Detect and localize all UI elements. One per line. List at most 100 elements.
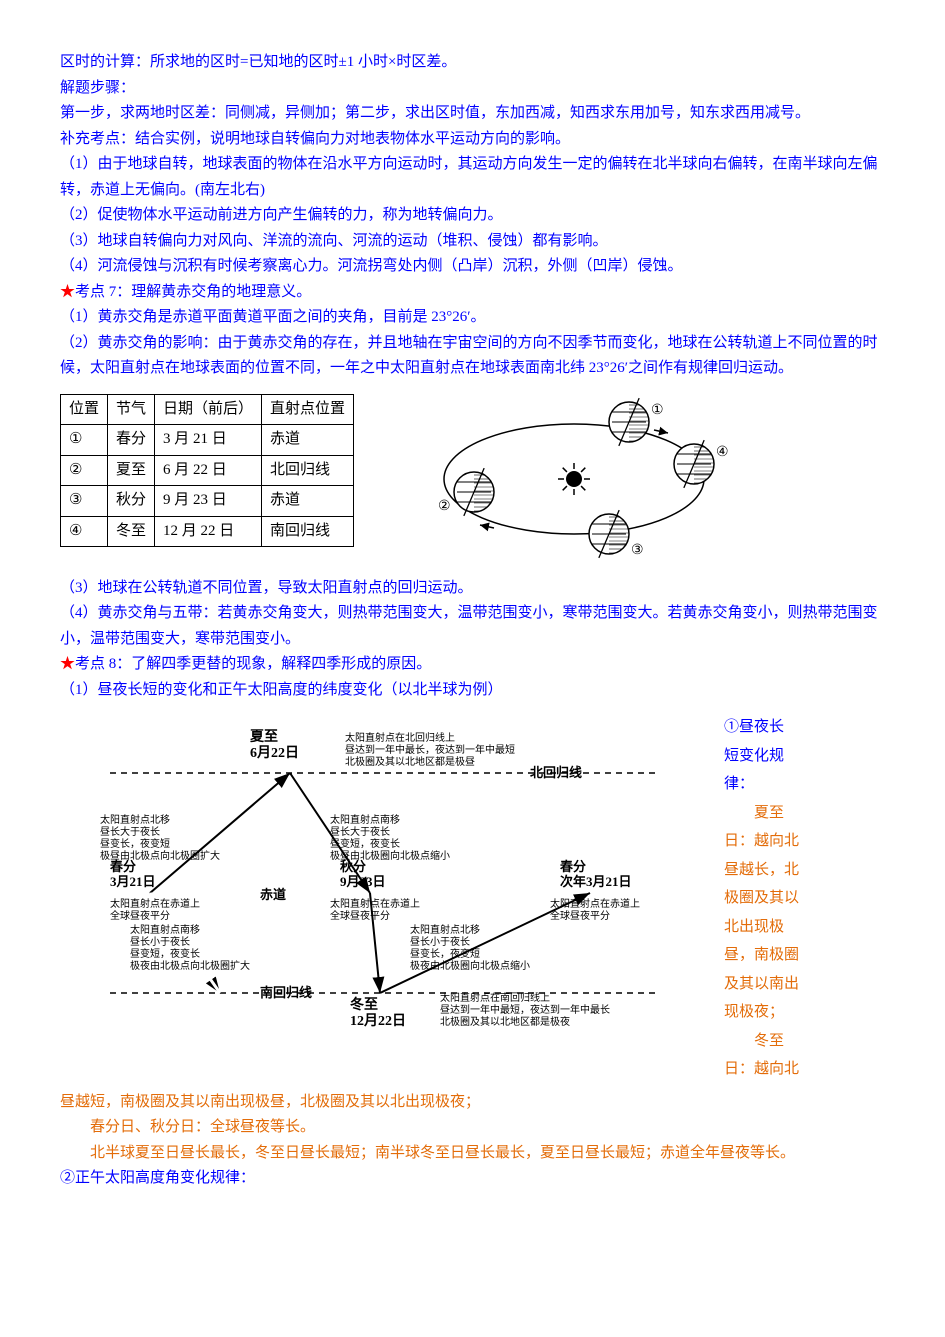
side-note-line: 北出现极	[724, 913, 804, 942]
table-cell: 南回归线	[262, 516, 354, 547]
keypoint-title: 考点 8：了解四季更替的现象，解释四季形成的原因。	[75, 656, 431, 672]
table-header-cell: 位置	[61, 394, 108, 425]
table-cell: 秋分	[108, 486, 155, 517]
table-and-diagram-row: 位置节气日期（前后）直射点位置 ①春分3 月 21 日赤道②夏至6 月 22 日…	[60, 394, 885, 564]
side-note-line: 昼越长，北	[724, 856, 804, 885]
side-note-line: 短变化规	[724, 742, 804, 771]
svg-text:全球昼夜平分: 全球昼夜平分	[330, 909, 390, 922]
svg-text:6月22日: 6月22日	[250, 745, 299, 761]
solar-terms-table: 位置节气日期（前后）直射点位置 ①春分3 月 21 日赤道②夏至6 月 22 日…	[60, 394, 354, 548]
table-cell: 夏至	[108, 455, 155, 486]
side-note-line: 夏至	[724, 799, 804, 828]
table-row: ④冬至12 月 22 日南回归线	[61, 516, 354, 547]
svg-text:④: ④	[716, 445, 729, 460]
text-line: 补充考点：结合实例，说明地球自转偏向力对地表物体水平运动方向的影响。	[60, 127, 885, 153]
svg-text:全球昼夜平分: 全球昼夜平分	[550, 909, 610, 922]
svg-text:昼变短，夜变长: 昼变短，夜变长	[130, 947, 200, 960]
text-line: 春分日、秋分日：全球昼夜等长。	[60, 1115, 885, 1141]
svg-text:春分: 春分	[559, 859, 586, 874]
table-header-cell: 节气	[108, 394, 155, 425]
text-span: 昼越短，南极圈及其以南出现极昼，北极圈及其以北出现极夜；	[60, 1094, 480, 1110]
text-line: （1）昼夜长短的变化和正午太阳高度的纬度变化（以北半球为例）	[60, 678, 885, 704]
table-row: ③秋分9 月 23 日赤道	[61, 486, 354, 517]
svg-text:昼长小于夜长: 昼长小于夜长	[410, 935, 470, 948]
table-cell: 6 月 22 日	[155, 455, 262, 486]
svg-text:昼变短，夜变长: 昼变短，夜变长	[330, 837, 400, 850]
text-line: （2）黄赤交角的影响：由于黄赤交角的存在，并且地轴在宇宙空间的方向不因季节而变化…	[60, 331, 885, 382]
svg-text:太阳直射点南移: 太阳直射点南移	[330, 813, 400, 826]
side-note-line: 律：	[724, 770, 804, 799]
svg-text:极夜由北极点向北极圈扩大: 极夜由北极点向北极圈扩大	[130, 959, 250, 972]
svg-text:冬至: 冬至	[350, 996, 378, 1013]
side-note-line: 现极夜；	[724, 998, 804, 1027]
text-line: （3）地球自转偏向力对风向、洋流的流向、河流的运动（堆积、侵蚀）都有影响。	[60, 229, 885, 255]
svg-text:全球昼夜平分: 全球昼夜平分	[110, 909, 170, 922]
svg-text:北极圈及其以北地区都是极昼: 北极圈及其以北地区都是极昼	[345, 755, 475, 768]
svg-text:9月23日: 9月23日	[340, 874, 386, 889]
svg-text:赤道: 赤道	[260, 887, 286, 902]
side-notes: ①昼夜长 短变化规 律： 夏至 日：越向北 昼越长，北 极圈及其以 北出现极 昼…	[724, 713, 804, 1084]
svg-text:12月22日: 12月22日	[350, 1013, 406, 1029]
side-note-line: 冬至	[724, 1027, 804, 1056]
side-note-line: 及其以南出	[724, 970, 804, 999]
text-line: （3）地球在公转轨道不同位置，导致太阳直射点的回归运动。	[60, 576, 885, 602]
svg-text:太阳直射点北移: 太阳直射点北移	[410, 923, 480, 936]
svg-text:③: ③	[631, 543, 644, 558]
svg-text:太阳直射点北移: 太阳直射点北移	[100, 813, 170, 826]
text-line: 昼越短，南极圈及其以南出现极昼，北极圈及其以北出现极夜；	[60, 1090, 885, 1116]
table-row: ①春分3 月 21 日赤道	[61, 425, 354, 456]
svg-text:夏至: 夏至	[250, 728, 278, 745]
svg-text:②: ②	[438, 499, 451, 514]
orbit-diagram: ① ② ③ ④	[394, 394, 734, 564]
text-line: ②正午太阳高度角变化规律：	[60, 1166, 885, 1192]
table-cell: 9 月 23 日	[155, 486, 262, 517]
svg-text:太阳直射点在赤道上: 太阳直射点在赤道上	[550, 897, 640, 910]
table-cell: 赤道	[262, 486, 354, 517]
cycle-diagram-row: 北回归线南回归线赤道夏至6月22日太阳直射点在北回归线上昼达到一年中最长，夜达到…	[60, 713, 885, 1084]
table-cell: ②	[61, 455, 108, 486]
text-line: （1）由于地球自转，地球表面的物体在沿水平方向运动时，其运动方向发生一定的偏转在…	[60, 152, 885, 203]
keypoint-heading: ★考点 8：了解四季更替的现象，解释四季形成的原因。	[60, 652, 885, 678]
table-cell: 北回归线	[262, 455, 354, 486]
svg-text:太阳直射点在赤道上: 太阳直射点在赤道上	[110, 897, 200, 910]
star-icon: ★	[60, 656, 75, 672]
svg-text:昼达到一年中最短，夜达到一年中最长: 昼达到一年中最短，夜达到一年中最长	[440, 1003, 610, 1016]
text-line: （4）河流侵蚀与沉积有时候考察离心力。河流拐弯处内侧（凸岸）沉积，外侧（凹岸）侵…	[60, 254, 885, 280]
text-line: （2）促使物体水平运动前进方向产生偏转的力，称为地转偏向力。	[60, 203, 885, 229]
table-cell: ③	[61, 486, 108, 517]
svg-text:极夜由北极圈向北极点缩小: 极夜由北极圈向北极点缩小	[410, 959, 530, 972]
table-cell: 春分	[108, 425, 155, 456]
table-cell: 12 月 22 日	[155, 516, 262, 547]
side-note-line: 昼，南极圈	[724, 941, 804, 970]
svg-text:太阳直射点南移: 太阳直射点南移	[130, 923, 200, 936]
svg-text:极昼由北极点向北极圈扩大: 极昼由北极点向北极圈扩大	[100, 849, 220, 862]
side-note-line: 日：越向北	[724, 827, 804, 856]
table-cell: 冬至	[108, 516, 155, 547]
table-cell: ①	[61, 425, 108, 456]
table-cell: 赤道	[262, 425, 354, 456]
star-icon: ★	[60, 284, 75, 300]
svg-text:北极圈及其以北地区都是极夜: 北极圈及其以北地区都是极夜	[440, 1015, 570, 1028]
table-header-cell: 直射点位置	[262, 394, 354, 425]
text-line: 解题步骤：	[60, 76, 885, 102]
svg-text:北回归线: 北回归线	[530, 765, 582, 780]
svg-text:昼长大于夜长: 昼长大于夜长	[100, 825, 160, 838]
text-line: 北半球夏至日昼长最长，冬至日昼长最短；南半球冬至日昼长最长，夏至日昼长最短；赤道…	[60, 1141, 885, 1167]
table-header-cell: 日期（前后）	[155, 394, 262, 425]
text-line: （4）黄赤交角与五带：若黄赤交角变大，则热带范围变大，温带范围变小，寒带范围变大…	[60, 601, 885, 652]
svg-text:昼变长，夜变短: 昼变长，夜变短	[100, 837, 170, 850]
side-note-line: 日：越向北	[724, 1055, 804, 1084]
svg-text:太阳直射点在北回归线上: 太阳直射点在北回归线上	[345, 731, 455, 744]
side-note-line: ①昼夜长	[724, 713, 804, 742]
text-span: 春分日、秋分日：全球昼夜等长。	[90, 1119, 315, 1135]
svg-text:太阳直射点在南回归线上: 太阳直射点在南回归线上	[440, 991, 550, 1004]
svg-text:太阳直射点在赤道上: 太阳直射点在赤道上	[330, 897, 420, 910]
text-line: （1）黄赤交角是赤道平面黄道平面之间的夹角，目前是 23°26′。	[60, 305, 885, 331]
svg-text:①: ①	[651, 403, 664, 418]
svg-text:3月21日: 3月21日	[110, 874, 156, 889]
svg-text:极昼由北极圈向北极点缩小: 极昼由北极圈向北极点缩小	[330, 849, 450, 862]
keypoint-heading: ★考点 7：理解黄赤交角的地理意义。	[60, 280, 885, 306]
table-cell: 3 月 21 日	[155, 425, 262, 456]
side-note-line: 极圈及其以	[724, 884, 804, 913]
keypoint-title: 考点 7：理解黄赤交角的地理意义。	[75, 284, 311, 300]
